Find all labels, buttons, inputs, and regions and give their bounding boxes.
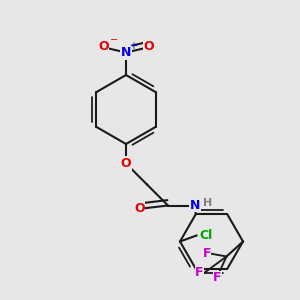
Text: N: N — [190, 199, 200, 212]
Text: O: O — [143, 40, 154, 53]
Text: F: F — [213, 271, 222, 284]
Text: F: F — [195, 266, 204, 280]
Text: O: O — [134, 202, 145, 215]
Text: O: O — [121, 157, 131, 170]
Text: O: O — [98, 40, 109, 53]
Text: H: H — [203, 197, 212, 208]
Text: +: + — [129, 41, 136, 51]
Text: N: N — [121, 46, 131, 59]
Text: F: F — [203, 247, 211, 260]
Text: −: − — [110, 35, 118, 46]
Text: Cl: Cl — [200, 229, 213, 242]
